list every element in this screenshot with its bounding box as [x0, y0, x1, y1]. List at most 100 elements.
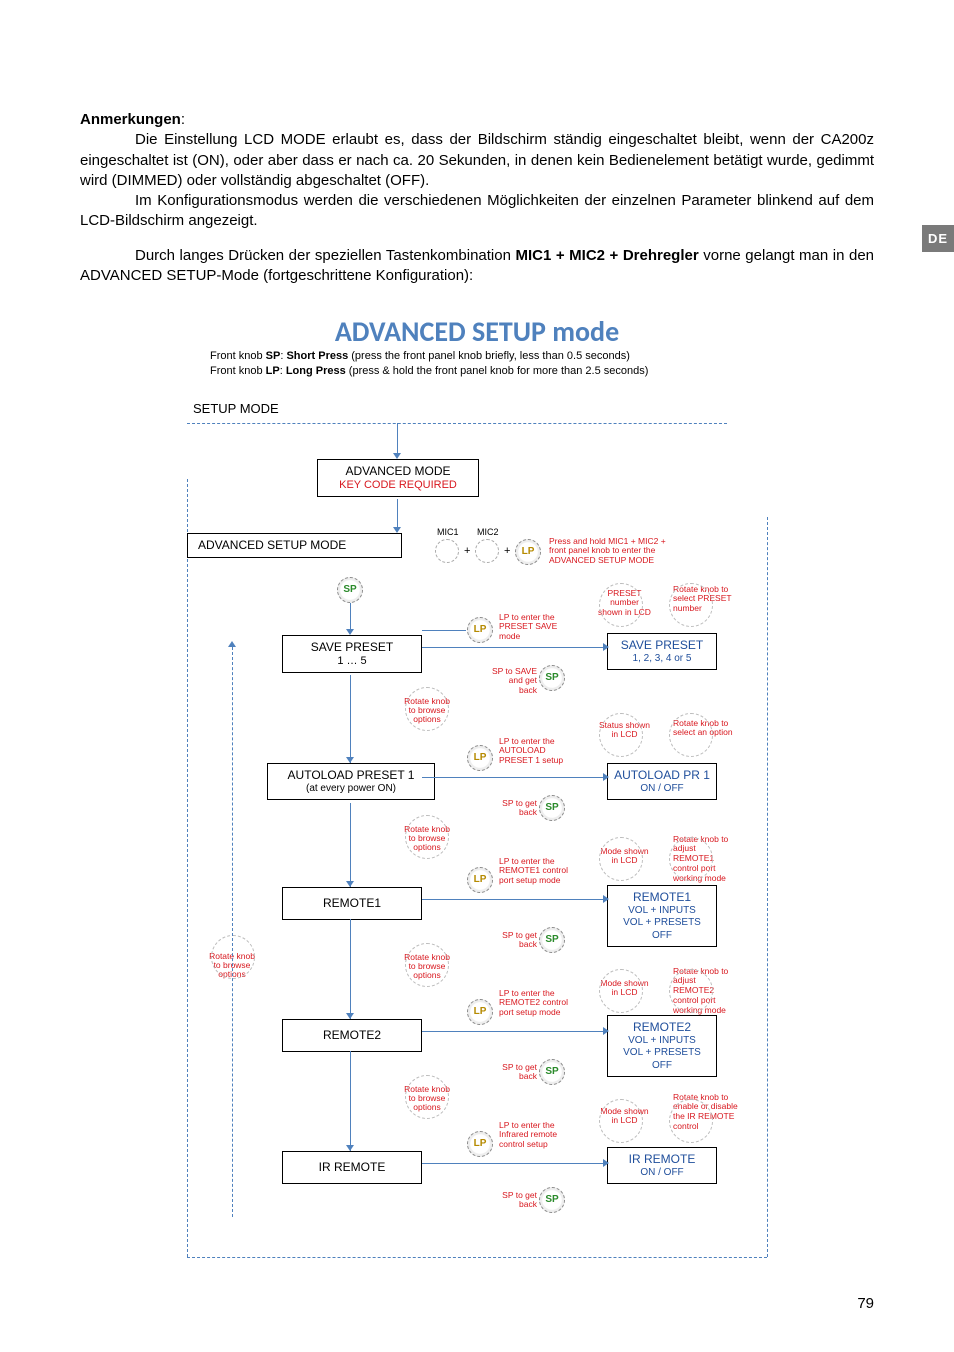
setup-mode-box: SETUP MODE: [187, 397, 347, 421]
row1-status-circle: [599, 713, 643, 757]
outer-bottom-dash: [187, 1257, 767, 1258]
row4-right-l2: ON / OFF: [614, 1167, 710, 1180]
row0-lp-note: LP to enter the PRESET SAVE mode: [499, 613, 569, 642]
mic1-knob: [435, 539, 459, 563]
row3-lr-circle: [405, 1075, 449, 1119]
h4a-h: [603, 1159, 609, 1167]
row3-rr-circle: [669, 969, 713, 1013]
page-number: 79: [857, 1295, 874, 1312]
row0-lp: LP: [467, 617, 493, 643]
row0-lr-circle: [405, 687, 449, 731]
h3a-h: [603, 1027, 609, 1035]
h4a: [422, 1163, 607, 1164]
setup-top-dash: [187, 423, 727, 424]
row3-sp-note: SP to get back: [495, 1063, 537, 1083]
h2a: [422, 899, 607, 900]
h0a-h: [603, 643, 609, 651]
trunk-left-dash: [232, 647, 233, 1217]
row1-lp: LP: [467, 745, 493, 771]
h3a: [422, 1031, 607, 1032]
entry-lp-knob: LP: [515, 539, 541, 565]
row3-lp-note: LP to enter the REMOTE2 control port set…: [499, 989, 577, 1018]
row3-right-box: REMOTE2 VOL + INPUTS VOL + PRESETS OFF: [607, 1015, 717, 1078]
row0-lp-line: [422, 630, 466, 631]
sidebar-rotate-circle: [211, 935, 255, 979]
row0-left-box: SAVE PRESET 1 … 5: [282, 635, 422, 674]
row3-right-l2: VOL + INPUTS VOL + PRESETS OFF: [614, 1035, 710, 1073]
para3-bold: MIC1 + MIC2 + Drehregler: [515, 247, 698, 264]
entry-note: Press and hold MIC1 + MIC2 + front panel…: [549, 537, 669, 566]
row4-lp: LP: [467, 1131, 493, 1157]
row1-rr-circle: [669, 713, 713, 757]
row1-right-l1: AUTOLOAD PR 1: [614, 768, 710, 783]
row1-right-l2: ON / OFF: [614, 783, 710, 796]
lang-tab: DE: [922, 225, 954, 252]
row3-status-circle: [599, 969, 643, 1013]
conn-1-2: [350, 803, 351, 887]
heading-line: Anmerkungen:: [80, 110, 874, 130]
adv-mode-l1: ADVANCED MODE: [324, 464, 472, 479]
para3: Durch langes Drücken der speziellen Tast…: [80, 246, 874, 287]
mic1-label: MIC1: [437, 527, 459, 537]
mic2-knob: [475, 539, 499, 563]
row2-left-box: REMOTE1: [282, 887, 422, 920]
row2-lr-circle: [405, 943, 449, 987]
mic2-label: MIC2: [477, 527, 499, 537]
para1: Die Einstellung LCD MODE erlaubt es, das…: [80, 130, 874, 191]
row2-status-circle: [599, 837, 643, 881]
row3-left-l1: REMOTE2: [289, 1028, 415, 1043]
para2: Im Konfigurationsmodus werden die versch…: [80, 191, 874, 232]
conn-1-2-h: [346, 881, 354, 887]
row1-sp-note: SP to get back: [495, 799, 537, 819]
row0-status-circle: [599, 583, 643, 627]
row0-sp: SP: [539, 665, 565, 691]
plus1: +: [464, 545, 470, 557]
diagram-sub1: Front knob SP: Short Press (press the fr…: [210, 349, 874, 364]
sp-knob-top: SP: [337, 577, 363, 603]
row4-right-l1: IR REMOTE: [614, 1152, 710, 1167]
row3-sp: SP: [539, 1059, 565, 1085]
row0-left-l2: 1 … 5: [289, 655, 415, 669]
row3-right-l1: REMOTE2: [614, 1020, 710, 1035]
adv-setup-mode-box: ADVANCED SETUP MODE: [187, 533, 402, 558]
row3-lp: LP: [467, 999, 493, 1025]
row4-left-l1: IR REMOTE: [289, 1160, 415, 1175]
row0-right-l1: SAVE PRESET: [614, 638, 710, 653]
outer-right-dash: [767, 517, 768, 1257]
row4-left-box: IR REMOTE: [282, 1151, 422, 1184]
trunk-left-up: [228, 641, 236, 647]
row0-right-box: SAVE PRESET 1, 2, 3, 4 or 5: [607, 633, 717, 671]
row4-rr-circle: [669, 1099, 713, 1143]
row0-sp-note: SP to SAVE and get back: [489, 667, 537, 696]
conn-0-1-h: [346, 757, 354, 763]
conn-0-1: [350, 675, 351, 763]
row3-left-box: REMOTE2: [282, 1019, 422, 1052]
row4-sp: SP: [539, 1187, 565, 1213]
row2-lp-note: LP to enter the REMOTE1 control port set…: [499, 857, 577, 886]
row2-sp: SP: [539, 927, 565, 953]
adv-mode-l2: KEY CODE REQUIRED: [324, 479, 472, 493]
row4-sp-note: SP to get back: [495, 1191, 537, 1211]
row1-left-l1: AUTOLOAD PRESET 1: [274, 768, 428, 783]
row0-left-l1: SAVE PRESET: [289, 640, 415, 655]
row0-right-l2: 1, 2, 3, 4 or 5: [614, 653, 710, 666]
conn-2-3: [350, 919, 351, 1019]
row2-rr-circle: [669, 837, 713, 881]
row1-sp: SP: [539, 795, 565, 821]
row2-lp: LP: [467, 867, 493, 893]
row2-right-l2: VOL + INPUTS VOL + PRESETS OFF: [614, 905, 710, 943]
arrow-2: [397, 499, 398, 527]
advanced-mode-box: ADVANCED MODE KEY CODE REQUIRED: [317, 459, 479, 498]
row1-lp-note: LP to enter the AUTOLOAD PRESET 1 setup: [499, 737, 574, 766]
arrow-sp-down: [350, 603, 351, 629]
row1-lr-circle: [405, 815, 449, 859]
h0a: [422, 647, 607, 648]
row1-right-box: AUTOLOAD PR 1 ON / OFF: [607, 763, 717, 801]
row1-left-box: AUTOLOAD PRESET 1 (at every power ON): [267, 763, 435, 801]
row2-sp-note: SP to get back: [495, 931, 537, 951]
conn-2-3-h: [346, 1013, 354, 1019]
row4-right-box: IR REMOTE ON / OFF: [607, 1147, 717, 1185]
heading: Anmerkungen: [80, 111, 181, 128]
row1-left-l2: (at every power ON): [274, 783, 428, 796]
outer-left-dash: [187, 479, 188, 1257]
